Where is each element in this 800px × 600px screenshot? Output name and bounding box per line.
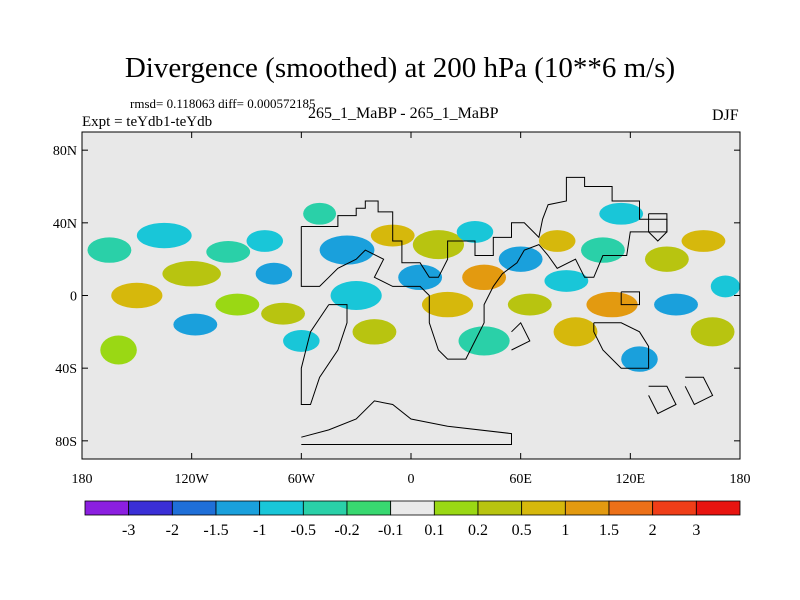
divergence-blob [538,230,576,252]
colorbar-swatch [564,500,610,516]
y-tick-label: 40S [55,362,77,377]
divergence-blob [136,222,192,249]
divergence-blob [412,230,465,260]
x-tick-label: 0 [408,472,415,487]
colorbar-swatch [171,500,217,516]
colorbar-label: -0.2 [334,522,359,539]
divergence-field [87,202,740,372]
divergence-blob [100,335,137,365]
divergence-blob [710,275,740,298]
divergence-blob [398,264,443,291]
coastline-outline [593,322,650,369]
colorbar-label: -2 [166,522,179,539]
divergence-blob [544,270,589,292]
divergence-blob [498,246,543,272]
colorbar-label: -1 [253,522,266,539]
colorbar-swatch [84,500,130,516]
divergence-blob [599,202,644,225]
x-tick-label: 60W [288,472,316,487]
colorbar-swatch [608,500,654,516]
colorbar-label: 1 [561,522,569,539]
coastline-outline [300,304,348,405]
colorbar-label: 3 [692,522,700,539]
colorbar-label: 0.1 [424,522,444,539]
divergence-blob [352,319,397,345]
colorbar-label: 0.2 [468,522,488,539]
colorbar-swatch [346,500,392,516]
colorbar-label: -3 [122,522,135,539]
divergence-blob [255,262,293,285]
colorbar-swatch [477,500,523,516]
x-tick-label: 120W [175,472,210,487]
map-background [82,132,740,459]
divergence-blob [330,280,382,311]
x-tick-label: 180 [730,472,751,487]
map-axes: 180 120W 60W 0 60E 120E 180 80N 40N 0 40S 80S [53,132,751,487]
divergence-blob [215,293,260,316]
divergence-blob [553,317,598,347]
divergence-blob [507,293,552,316]
colorbar-label: 0.5 [512,522,532,539]
colorbar-swatch [652,500,697,516]
divergence-blob [206,241,251,263]
divergence-blob [586,291,638,318]
coastline-outline [301,400,512,445]
colorbar: -3 -2 -1.5 -1 -0.5 -0.2 -0.1 0.1 0.2 0.5 1 1.5 2 3 [84,500,741,539]
y-tick-label: 80N [53,144,77,159]
experiment-name: 265_1_MaBP - 265_1_MaBP [308,105,499,122]
y-tick-label: 40N [53,217,77,232]
experiment-label: Expt = teYdb1-teYdb [82,114,213,130]
divergence-blob [261,302,305,325]
coastline-outline [300,176,668,360]
season-label: DJF [712,107,739,124]
divergence-blob [303,202,337,225]
coastline-outlines [300,176,714,445]
divergence-blob [87,237,132,263]
colorbar-swatch [433,500,479,516]
divergence-blob [246,230,284,252]
colorbar-label: -1.5 [203,522,228,539]
chart-title: Divergence (smoothed) at 200 hPa (10**6 … [124,52,676,84]
divergence-blob [690,317,735,347]
coastline-outline [648,213,668,242]
colorbar-swatch [259,500,304,516]
divergence-blob [162,260,221,287]
colorbar-swatch [302,500,348,516]
divergence-blob [111,282,163,309]
coastline-outline [620,291,640,306]
coastline-outline [684,376,714,406]
divergence-blob [681,230,726,252]
divergence-blob [654,293,698,316]
colorbar-swatch [695,500,741,516]
colorbar-label: 2 [649,522,657,539]
divergence-blob [173,313,218,336]
divergence-blob [283,330,320,352]
divergence-blob [456,221,494,243]
coastline-outline [511,321,531,351]
x-tick-label: 120E [616,472,646,487]
x-tick-label: 180 [72,472,93,487]
colorbar-label: 1.5 [599,522,619,539]
colorbar-swatch [215,500,261,516]
colorbar-swatch [390,500,435,516]
y-tick-label: 0 [70,290,77,305]
colorbar-swatch [521,500,566,516]
x-tick-label: 60E [509,472,532,487]
coastline-outline [648,385,677,415]
divergence-blob [580,237,625,263]
divergence-blob [644,246,689,272]
divergence-blob [319,235,375,265]
y-tick-label: 80S [55,435,77,450]
colorbar-label: -0.1 [378,522,403,539]
divergence-blob [421,291,474,318]
colorbar-label: -0.5 [291,522,316,539]
divergence-blob [458,326,510,356]
stats-text: rmsd= 0.118063 diff= 0.000572185 [130,96,316,111]
colorbar-swatch [128,500,173,516]
